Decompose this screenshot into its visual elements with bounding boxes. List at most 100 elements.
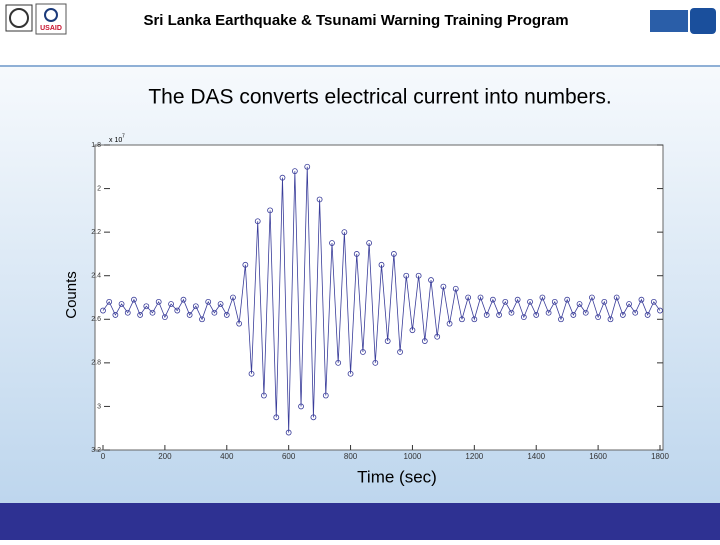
footer-band xyxy=(0,503,720,540)
point xyxy=(434,333,441,340)
point xyxy=(298,403,304,410)
header-title: Sri Lanka Earthquake & Tsunami Warning T… xyxy=(143,12,568,29)
point xyxy=(248,370,255,377)
point xyxy=(582,309,589,316)
point xyxy=(341,229,348,236)
point xyxy=(217,301,224,307)
x-tick-label: 1600 xyxy=(589,452,607,461)
point xyxy=(285,429,292,436)
x-tick-label: 0 xyxy=(101,452,106,461)
point xyxy=(347,370,354,377)
point xyxy=(310,414,317,421)
point xyxy=(421,338,428,344)
logo-text: USAID xyxy=(40,25,62,32)
point xyxy=(527,298,533,305)
point xyxy=(267,207,274,214)
point xyxy=(428,277,434,283)
point xyxy=(335,359,342,366)
point xyxy=(106,298,113,305)
point xyxy=(199,316,205,323)
point xyxy=(366,240,373,246)
point xyxy=(539,294,546,301)
point xyxy=(131,296,137,303)
x-tick-label: 1000 xyxy=(404,452,422,461)
y-tick-label: 2.6 xyxy=(91,316,101,323)
point xyxy=(570,312,577,318)
logo-right-b xyxy=(690,8,716,34)
point xyxy=(545,309,552,316)
point xyxy=(254,218,261,225)
point xyxy=(403,272,410,279)
point xyxy=(124,309,131,316)
point xyxy=(601,298,608,305)
point xyxy=(192,303,199,310)
point xyxy=(558,316,564,323)
point xyxy=(279,174,286,181)
point xyxy=(390,251,397,257)
point xyxy=(273,414,280,421)
point xyxy=(378,261,385,268)
point xyxy=(483,312,490,318)
point xyxy=(161,314,168,321)
point xyxy=(459,316,465,323)
x-tick-label: 1200 xyxy=(465,452,483,461)
chart-title: The DAS converts electrical current into… xyxy=(148,86,611,109)
point xyxy=(589,294,595,301)
point xyxy=(508,309,515,316)
point xyxy=(112,312,119,318)
y-tick-label: 1.8 xyxy=(91,142,101,149)
point xyxy=(360,349,366,355)
logo-right-a xyxy=(650,10,688,32)
point xyxy=(520,314,527,321)
x-tick-label: 400 xyxy=(220,452,234,461)
point xyxy=(564,296,571,303)
point xyxy=(576,301,583,307)
point xyxy=(180,296,187,303)
y-tick-label: 3.2 xyxy=(91,447,101,454)
x-tick-label: 1800 xyxy=(651,452,669,461)
point xyxy=(409,327,416,334)
logo-left-mark xyxy=(9,8,29,28)
point xyxy=(384,338,391,344)
point xyxy=(533,312,540,318)
point xyxy=(174,307,181,314)
point xyxy=(329,240,335,246)
point xyxy=(619,312,626,318)
y-tick-label: 2.4 xyxy=(91,273,101,280)
point xyxy=(502,298,509,305)
point xyxy=(353,251,360,257)
point xyxy=(261,392,267,399)
point xyxy=(440,283,447,290)
point xyxy=(489,296,496,303)
header-band xyxy=(0,0,720,66)
y-tick-label: 3 xyxy=(97,403,101,410)
y-exponent: 7 xyxy=(122,133,125,139)
point xyxy=(223,312,230,318)
x-tick-label: 1400 xyxy=(527,452,545,461)
point xyxy=(644,312,651,318)
point xyxy=(626,301,632,307)
point xyxy=(471,316,478,323)
point xyxy=(236,320,243,327)
point xyxy=(168,301,174,307)
point xyxy=(137,312,144,318)
point xyxy=(211,309,218,316)
point xyxy=(397,349,403,355)
x-tick-label: 800 xyxy=(344,452,358,461)
point xyxy=(149,309,156,316)
point xyxy=(118,301,125,307)
point xyxy=(304,163,311,170)
x-tick-label: 600 xyxy=(282,452,296,461)
point xyxy=(477,294,484,301)
point xyxy=(638,296,645,303)
point xyxy=(322,392,329,399)
point xyxy=(230,294,236,301)
point xyxy=(155,298,162,305)
point xyxy=(372,359,379,366)
y-tick-label: 2.8 xyxy=(91,360,101,367)
point xyxy=(657,307,663,314)
point xyxy=(632,309,639,316)
y-multiplier: x 10 xyxy=(109,137,122,144)
point xyxy=(551,298,558,305)
